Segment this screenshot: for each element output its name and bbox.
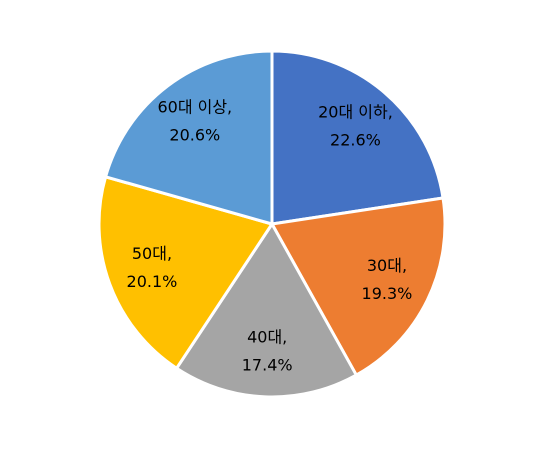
data-label-category: 60대 이상, [157,97,232,116]
pie-slice [270,49,445,226]
data-label-value: 22.6% [330,130,381,149]
data-label-value: 20.1% [127,272,178,291]
pie-slice [174,221,359,399]
data-label-value: 19.3% [362,284,413,303]
pie-slice [97,174,275,371]
data-label-category: 50대, [132,244,172,263]
data-label-category: 30대, [367,256,407,275]
data-label-category: 20대 이하, [318,102,393,121]
data-label-value: 20.6% [169,125,220,144]
pie-slice [269,196,447,378]
data-label-value: 17.4% [242,355,293,374]
pie-slice [103,49,274,226]
data-label-category: 40대, [247,327,287,346]
